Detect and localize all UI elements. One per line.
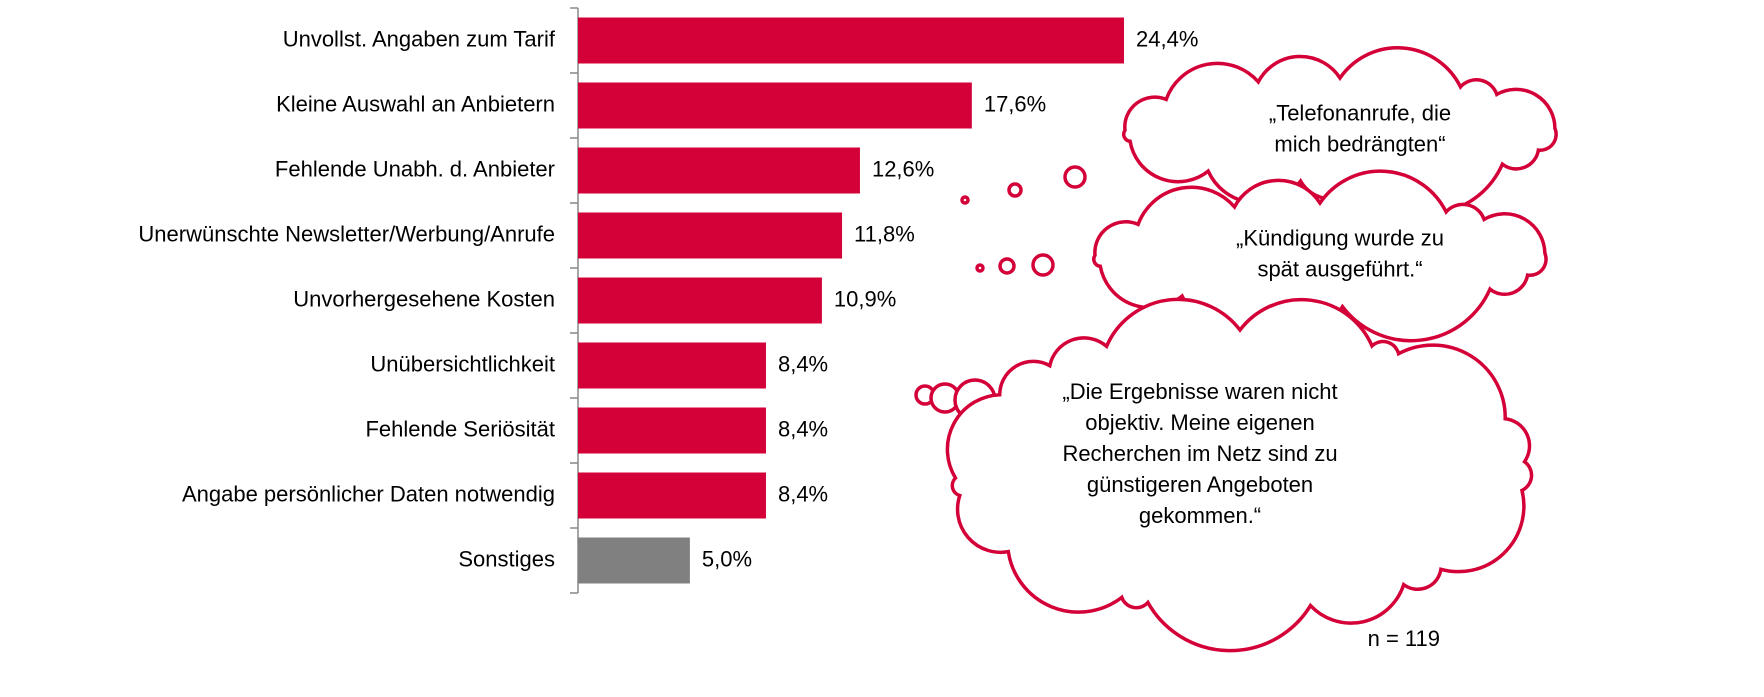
thought-bubble	[1033, 255, 1053, 275]
chart: Unvollst. Angaben zum Tarif 24,4% Kleine A…	[0, 0, 1764, 697]
value-label: 5,0%	[702, 546, 752, 571]
category-label: Angabe persönlicher Daten notwendig	[182, 481, 555, 506]
value-label: 8,4%	[778, 351, 828, 376]
category-label: Kleine Auswahl an Anbietern	[276, 91, 555, 116]
bar	[578, 408, 766, 454]
value-label: 10,9%	[834, 286, 896, 311]
bar	[578, 148, 860, 194]
quote-text: „Die Ergebnisse waren nicht	[1062, 379, 1337, 404]
quote-text: spät ausgeführt.“	[1257, 256, 1422, 281]
thought-bubble	[977, 265, 983, 271]
category-label: Sonstiges	[458, 546, 555, 571]
quote-text: „Kündigung wurde zu	[1236, 225, 1444, 250]
category-label: Fehlende Seriösität	[365, 416, 555, 441]
value-label: 8,4%	[778, 481, 828, 506]
bar	[578, 343, 766, 389]
value-label: 11,8%	[854, 221, 915, 246]
category-label: Unvorhergesehene Kosten	[293, 286, 555, 311]
category-label: Unerwünschte Newsletter/Werbung/Anrufe	[138, 221, 555, 246]
thought-bubble	[1000, 259, 1014, 273]
thought-bubble	[1009, 184, 1021, 196]
thought-bubble	[1065, 167, 1085, 187]
value-label: 17,6%	[984, 91, 1046, 116]
category-label: Unvollst. Angaben zum Tarif	[283, 26, 556, 51]
value-label: 8,4%	[778, 416, 828, 441]
thought-bubble	[962, 197, 968, 203]
quote-text: Recherchen im Netz sind zu	[1062, 441, 1337, 466]
category-label: Fehlende Unabh. d. Anbieter	[275, 156, 555, 181]
bar	[578, 473, 766, 519]
quote-text: gekommen.“	[1139, 503, 1261, 528]
quote-text: „Telefonanrufe, die	[1269, 100, 1451, 125]
bar	[578, 213, 842, 259]
bar	[578, 538, 690, 584]
bar	[578, 18, 1124, 64]
quote-text: objektiv. Meine eigenen	[1085, 410, 1315, 435]
value-label: 24,4%	[1136, 26, 1198, 51]
quote-text: günstigeren Angeboten	[1087, 472, 1313, 497]
sample-note: n = 119	[1368, 626, 1440, 651]
bar	[578, 83, 972, 129]
category-label: Unübersichtlichkeit	[370, 351, 555, 376]
bar	[578, 278, 822, 324]
quote-text: mich bedrängten“	[1274, 131, 1445, 156]
value-label: 12,6%	[872, 156, 934, 181]
